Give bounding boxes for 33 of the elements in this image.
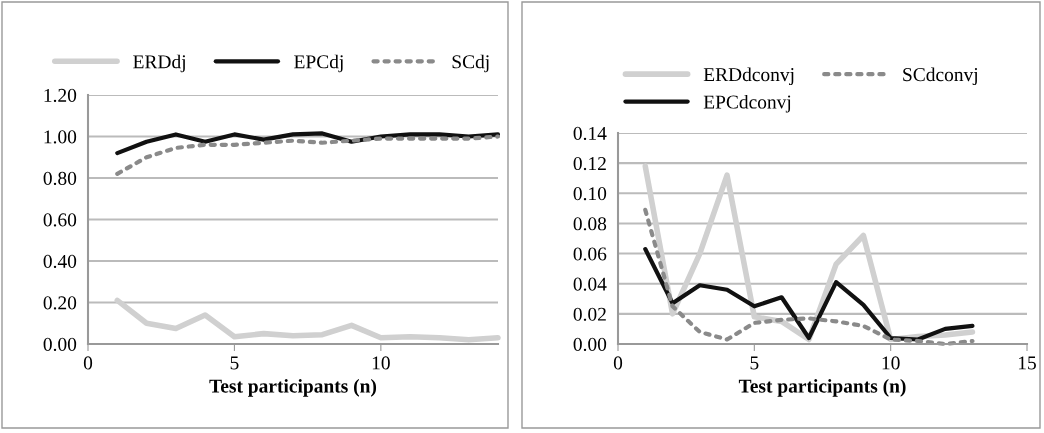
y-tick-label: 0.14 xyxy=(573,126,607,141)
legend-label: SCdj xyxy=(452,54,489,73)
x-tick-label: 0 xyxy=(613,356,623,370)
line-series xyxy=(643,246,975,342)
y-tick-label: 0.20 xyxy=(43,296,77,310)
line-series xyxy=(115,134,501,176)
x-axis-title: Test participants (n) xyxy=(738,378,906,397)
y-tick-label: 0.80 xyxy=(43,171,77,186)
y-tick-label: 0.08 xyxy=(573,217,607,231)
y-tick-label: 0.04 xyxy=(573,277,607,291)
y-tick-label: 1.00 xyxy=(44,130,77,144)
y-tick-label: 0.10 xyxy=(573,187,607,201)
y-tick-label: 1.20 xyxy=(44,88,77,103)
x-tick-label: 5 xyxy=(230,356,239,370)
x-tick-label: 5 xyxy=(750,356,759,370)
y-tick-label: 0.60 xyxy=(43,213,77,227)
y-tick-label: 0.40 xyxy=(43,254,77,269)
x-tick-label: 10 xyxy=(882,356,900,370)
line-series xyxy=(643,207,975,347)
legend-label: EPCdconvj xyxy=(703,94,791,113)
x-tick-label: 15 xyxy=(1018,356,1036,370)
x-axis-title: Test participants (n) xyxy=(209,378,377,397)
y-tick-label: 0.00 xyxy=(573,337,607,352)
legend-label: ERDdj xyxy=(133,54,185,73)
legend-label: ERDdconvj xyxy=(703,67,794,86)
y-tick-label: 0.06 xyxy=(573,247,607,261)
x-tick-label: 0 xyxy=(83,356,93,370)
y-tick-label: 0.00 xyxy=(43,337,77,352)
legend-label: EPCdj xyxy=(294,54,343,73)
legend-label: SCdconvj xyxy=(903,67,977,86)
y-tick-label: 0.12 xyxy=(573,156,606,171)
y-tick-label: 0.02 xyxy=(573,307,606,321)
x-tick-label: 10 xyxy=(372,356,390,370)
